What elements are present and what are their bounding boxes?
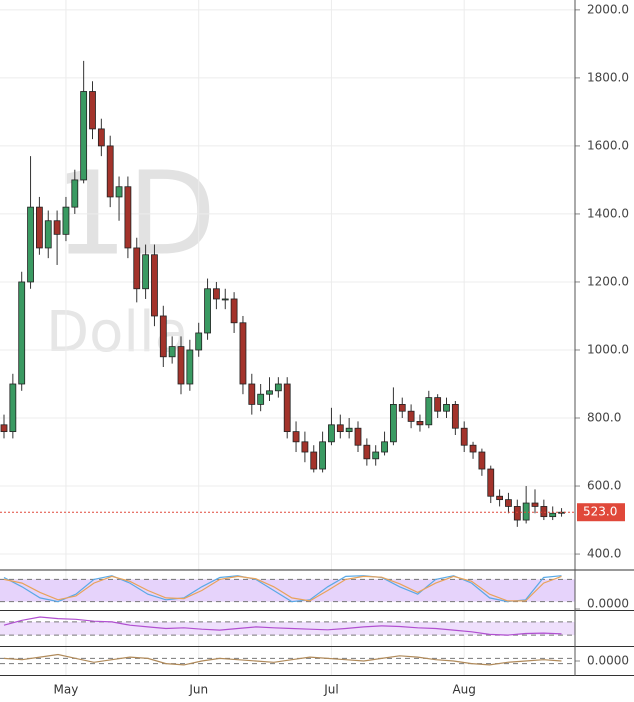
candle-body — [97, 128, 105, 147]
candle-body — [168, 346, 176, 358]
candle-body — [9, 383, 17, 433]
candle-body — [416, 421, 424, 426]
candle-body — [186, 349, 194, 385]
candle-body — [354, 427, 362, 446]
candle-body — [434, 397, 442, 412]
indicator-line — [3, 616, 562, 636]
candle-body — [540, 506, 548, 518]
candle-body — [44, 220, 52, 249]
candle-body — [204, 288, 211, 334]
x-tick-label: Jun — [188, 683, 208, 697]
candle-body — [372, 451, 380, 460]
candle-body — [71, 179, 79, 208]
candle-body — [18, 281, 26, 385]
candle-body — [283, 383, 291, 433]
candle-body — [257, 393, 265, 405]
candle-body — [319, 441, 327, 470]
candle-body — [0, 424, 8, 433]
y-tick-label: 600.0 — [587, 479, 621, 493]
y-tick-label: 1200.0 — [587, 274, 629, 288]
candle-body — [292, 431, 300, 443]
candle-body — [274, 383, 282, 392]
candle-body — [505, 499, 512, 507]
candle-body — [487, 468, 495, 497]
candle-body — [230, 298, 238, 324]
y-tick-label: 1000.0 — [587, 342, 629, 356]
candle-body — [496, 495, 504, 501]
candle-body — [425, 397, 433, 426]
candle-body — [398, 404, 406, 412]
x-tick-label: May — [54, 683, 79, 697]
watermark-text: Dolla — [46, 300, 189, 365]
candle-body — [36, 206, 43, 249]
candle-body — [345, 427, 353, 433]
candle-body — [336, 424, 344, 433]
candle-body — [513, 506, 521, 521]
candle-body — [407, 410, 415, 422]
candle-body — [531, 502, 539, 507]
candle-body — [221, 298, 229, 301]
candle-body — [133, 247, 141, 290]
candle-body — [159, 315, 167, 358]
candle-body — [451, 404, 459, 429]
indicator-band — [0, 658, 575, 664]
candle-body — [389, 404, 397, 443]
candle-body — [478, 451, 486, 470]
last-price-box — [577, 503, 625, 522]
candle-body — [212, 288, 220, 300]
candle-body — [239, 322, 247, 385]
indicator-line — [3, 653, 562, 666]
candle-body — [53, 220, 61, 235]
candle-body — [460, 427, 468, 446]
x-tick-label: Aug — [452, 683, 475, 697]
candle-body — [266, 390, 273, 395]
y-tick-label: 1400.0 — [587, 206, 629, 220]
candle-body — [177, 346, 185, 385]
candle-body — [27, 206, 34, 283]
candle-body — [310, 451, 318, 470]
candle-body — [106, 145, 114, 198]
candle-body — [89, 91, 96, 130]
candle-body — [62, 206, 70, 235]
indicator-line — [3, 575, 562, 602]
candle-body — [195, 332, 203, 351]
candle-body — [381, 441, 388, 453]
candle-body — [115, 186, 123, 198]
candle-body — [248, 383, 256, 405]
last-price-label: 523.0 — [583, 505, 617, 519]
candle-body — [151, 254, 158, 317]
y-tick-label: 800.0 — [587, 411, 621, 425]
y-tick-label: 400.0 — [587, 547, 621, 561]
candle-body — [328, 424, 335, 443]
candle-body — [142, 254, 150, 290]
candle-body — [443, 404, 450, 412]
candle-body — [363, 444, 371, 460]
candle-body — [549, 512, 557, 518]
indicator-line — [3, 575, 562, 603]
candle-body — [522, 502, 530, 521]
candle-body — [301, 441, 309, 453]
x-tick-label: Jul — [323, 683, 338, 697]
indicator-tick-label: 0.0000 — [587, 654, 629, 668]
indicator-tick-label: 0.0000 — [587, 597, 629, 611]
candle-body — [80, 91, 88, 181]
y-tick-label: 1800.0 — [587, 70, 629, 84]
y-tick-label: 1600.0 — [587, 138, 629, 152]
y-tick-label: 2000.0 — [587, 2, 629, 16]
candle-body — [124, 186, 132, 249]
candle-body — [469, 444, 477, 453]
